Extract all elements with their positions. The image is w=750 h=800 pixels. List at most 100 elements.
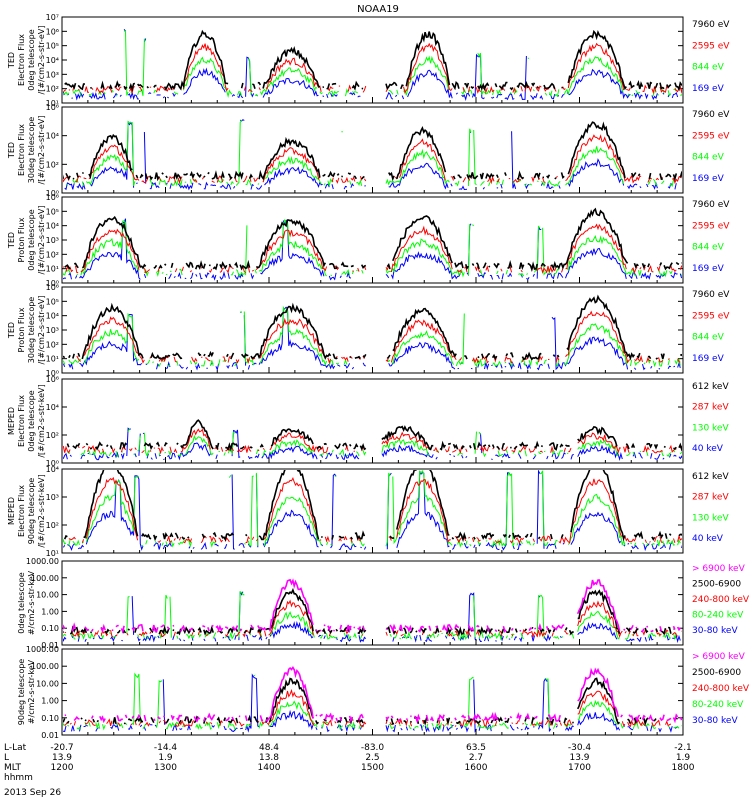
legend-entry: > 6900 keV [692,564,746,574]
y-axis-label: TED [7,322,16,339]
legend-entry: 844 eV [692,243,725,253]
y-tick-label: 10⁶ [46,193,59,202]
y-tick-label: 1000.00 [26,645,59,654]
x-axis-row-label: MLT [4,763,22,773]
y-tick-label: 10⁵ [46,207,59,216]
series-black [64,207,682,272]
series-blue [63,28,679,102]
y-axis-label: MEPED [7,407,16,435]
series-green [63,672,682,731]
x-axis-value: 1200 [51,763,74,773]
x-axis-value: -14.4 [154,743,178,753]
panel-frame [61,378,684,464]
y-tick-label: 10⁶ [46,283,59,292]
y-tick-label: 10² [46,250,59,259]
series-magenta [63,578,681,634]
panel-frame [61,286,684,374]
series-line [68,476,682,544]
x-axis-value: 2.5 [365,753,379,763]
series-green [63,470,681,548]
date-label: 2013 Sep 26 [4,788,61,798]
panel-data [63,294,682,370]
x-axis-value: 1700 [568,763,591,773]
y-axis-label: Proton Flux [17,307,26,352]
legend-entry: 240-800 keV [692,684,750,694]
legend-entry: 169 eV [692,354,725,364]
panel-6: 10¹ 10² 10³ 10⁴ MEPED Electron Flux 90deg tele… [7,465,729,558]
legend-entry: 612 keV [692,382,729,392]
series-blue [63,591,681,644]
series-red [64,599,682,638]
panel-2: 10⁰ 10² 10⁴ 10⁶ TED Electron Flux 30deg telesc… [7,103,730,198]
y-tick-label: 10.00 [36,679,59,688]
x-axis-value: 63.5 [466,743,486,753]
series-line [63,218,682,281]
y-axis-label: TED [7,232,16,249]
legend-entry: 80-240 keV [692,611,744,621]
y-axis-label: 0deg telescope [27,29,36,90]
y-axis-label: TED [7,142,16,159]
y-tick-label: 10² [46,160,59,169]
legend-entry: 844 eV [692,63,725,73]
series-line [63,294,682,361]
legend-entry: 40 keV [692,444,724,454]
x-axis-group: L-Lat -20.7 -14.4 48.4 -83.0 63.5 -30.4 -2.1 L 13… [4,743,695,783]
series-red [68,476,682,544]
y-axis-label: Electron Flux [17,485,26,537]
legend-entry: 30-80 keV [692,716,738,726]
panel-frame [61,560,684,646]
y-tick-label: 10² [46,521,59,530]
series-line [64,29,682,92]
y-tick-label: 10⁴ [46,312,59,321]
y-axis-label: Electron Flux [17,124,26,176]
series-black [63,294,682,361]
legend-entry: 844 eV [692,153,725,163]
y-tick-label: 10⁴ [46,56,59,65]
y-tick-label: 10⁰ [46,279,59,288]
legend-entry: 240-800 keV [692,595,750,605]
series-line [63,134,682,185]
y-axis-label: /[#/cm2-s-str-eV] [37,206,46,275]
legend-entry: 169 eV [692,84,725,94]
x-axis-value: 2.7 [469,753,483,763]
y-axis-label: /[#/cm2-s-str-eV] [37,296,46,365]
legend-entry: 40 keV [692,534,724,544]
series-line [63,578,681,634]
y-tick-label: 10³ [46,326,59,335]
y-tick-label: 1.00 [41,697,59,706]
x-axis-value: 1.9 [676,753,691,763]
legend-entry: 2595 eV [692,131,730,141]
legend-entry: 130 keV [692,423,729,433]
x-axis-row-label: L [4,753,9,763]
y-tick-label: 10⁴ [46,132,59,141]
y-tick-label: 10² [46,85,59,94]
y-tick-label: 10⁴ [46,465,59,474]
series-blue [63,427,682,461]
y-axis-label: 0deg telescope [27,390,36,451]
y-tick-label: 0.10 [41,624,59,633]
panel-1: 10¹ 10² 10³ 10⁴ 10⁵ 10⁶ 10⁷ TED Electron Flux 0de… [7,13,730,108]
series-red [63,428,682,455]
y-tick-label: 10³ [46,493,59,502]
y-tick-label: 10.00 [36,591,59,600]
y-axis-label: 90deg telescope [27,478,36,545]
y-tick-label: 10⁷ [46,13,59,22]
series-line [63,28,679,102]
x-axis-value: 48.4 [259,743,279,753]
y-axis-label: 0deg telescope [27,209,36,270]
y-tick-label: 10³ [46,236,59,245]
y-tick-label: 10⁶ [46,27,59,36]
y-axis-label: /[#/cm2-s-str-keV] [37,474,46,547]
legend-entry: 80-240 keV [692,700,744,710]
y-axis-label: 30deg telescope [27,117,36,184]
y-axis-label: /[#/cm2-s-str-keV] [37,384,46,457]
series-line [63,30,682,98]
legend-entry: 287 keV [692,403,729,413]
y-tick-label: 10¹ [46,355,59,364]
y-tick-label: 0.01 [41,641,59,650]
y-tick-label: 100.00 [31,574,59,583]
legend-entry: > 6900 keV [692,652,746,662]
